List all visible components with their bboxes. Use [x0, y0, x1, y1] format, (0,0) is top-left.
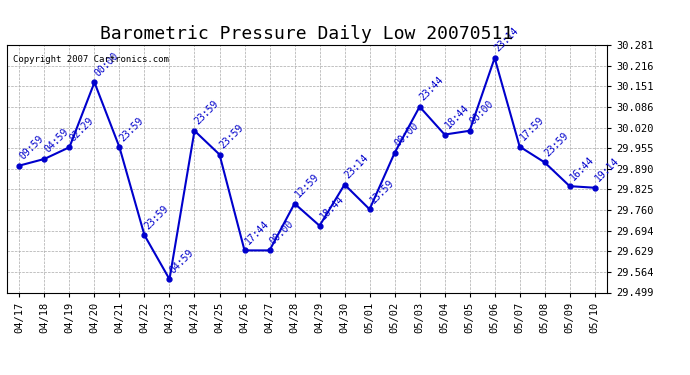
Text: 17:44: 17:44: [243, 218, 271, 246]
Text: 19:14: 19:14: [593, 156, 621, 184]
Text: Copyright 2007 Cartronics.com: Copyright 2007 Cartronics.com: [13, 55, 169, 64]
Title: Barometric Pressure Daily Low 20070511: Barometric Pressure Daily Low 20070511: [101, 26, 513, 44]
Text: 23:59: 23:59: [118, 115, 146, 143]
Text: 04:59: 04:59: [43, 127, 71, 155]
Text: 02:29: 02:29: [68, 115, 96, 143]
Text: 23:59: 23:59: [543, 130, 571, 158]
Text: 00:00: 00:00: [393, 121, 421, 149]
Text: 12:59: 12:59: [293, 171, 321, 200]
Text: 23:59: 23:59: [193, 99, 221, 127]
Text: 00:00: 00:00: [93, 50, 121, 78]
Text: 04:59: 04:59: [168, 247, 196, 275]
Text: 23:14: 23:14: [343, 153, 371, 180]
Text: 18:44: 18:44: [318, 194, 346, 222]
Text: 00:00: 00:00: [268, 218, 296, 246]
Text: 09:59: 09:59: [18, 134, 46, 161]
Text: 17:59: 17:59: [518, 115, 546, 142]
Text: 13:59: 13:59: [368, 177, 396, 205]
Text: 00:00: 00:00: [468, 99, 496, 127]
Text: 23:59: 23:59: [218, 123, 246, 150]
Text: 16:44: 16:44: [568, 154, 596, 182]
Text: 23:44: 23:44: [418, 75, 446, 102]
Text: 18:44: 18:44: [443, 102, 471, 130]
Text: 23:14: 23:14: [493, 26, 521, 54]
Text: 23:59: 23:59: [143, 203, 171, 231]
